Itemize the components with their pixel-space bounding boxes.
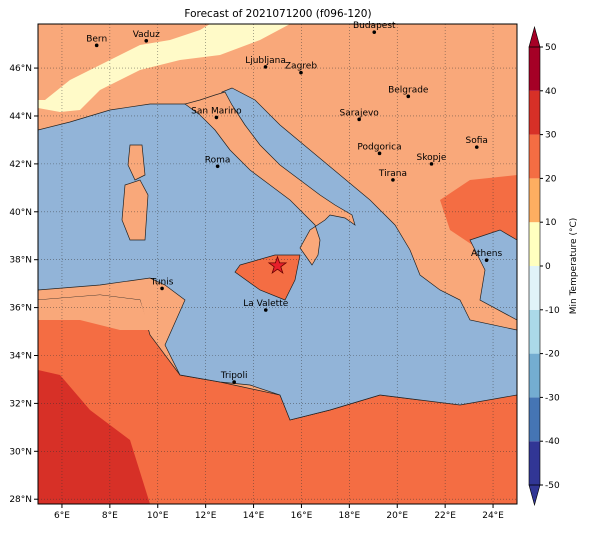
x-tick-label: 10°E (147, 511, 169, 521)
title: Forecast of 2021071200 (f096-120) (184, 8, 371, 20)
city-dot (391, 178, 395, 182)
city-dot (357, 117, 361, 122)
aegean-sea (469, 229, 517, 321)
y-tick-label: 38°N (9, 256, 32, 266)
city-dot (377, 151, 382, 156)
x-tick-label: 8°E (102, 511, 118, 521)
y-tick-label: 46°N (9, 64, 32, 74)
alps-zone (38, 24, 290, 112)
city-dot (299, 70, 303, 75)
colorbar-tick-label: -10 (545, 306, 560, 316)
colorbar-extend-top (528, 25, 541, 48)
y-tick-label: 36°N (9, 304, 32, 314)
city-label: Vaduz (133, 30, 160, 40)
city-label: Bern (86, 34, 107, 44)
y-tick-label: 28°N (9, 495, 32, 505)
x-tick-label: 20°E (386, 511, 408, 521)
colorbar-tick-label: 40 (545, 87, 557, 97)
city-label: Budapest (353, 21, 396, 31)
city-dot (144, 38, 149, 43)
coast-zone (38, 295, 150, 330)
italy (184, 91, 356, 266)
y-tick-label: 44°N (9, 112, 32, 122)
colorbar-tick-label: 20 (545, 174, 557, 184)
city-dot (429, 162, 434, 166)
colorbar-label: Min Temperature (°C) (569, 218, 579, 315)
colorbar-band (529, 441, 540, 485)
y-tick-label: 40°N (9, 208, 32, 218)
colorbar-tick-label: -40 (545, 437, 560, 447)
colorbar-band (529, 178, 540, 223)
city-dot (215, 164, 220, 169)
x-tick-label: 14°E (243, 511, 265, 521)
city-label: Tirana (378, 169, 407, 179)
x-tick-label: 16°E (291, 511, 313, 521)
colorbar-band (529, 397, 540, 442)
city-label: Tunis (150, 277, 174, 287)
city-dot (160, 286, 164, 291)
city-dot (484, 258, 489, 262)
corsica (127, 144, 146, 181)
y-tick-label: 32°N (9, 399, 32, 409)
y-tick-label: 34°N (9, 351, 32, 361)
x-tick-label: 22°E (434, 511, 456, 521)
colorbar-tick-label: 30 (545, 131, 557, 141)
colorbar-tick-label: 50 (545, 43, 557, 53)
colorbar-band (529, 222, 540, 266)
sardinia (121, 179, 149, 241)
marker-star (267, 255, 288, 275)
city-dot (474, 145, 479, 149)
city-label: Sarajevo (340, 108, 380, 118)
colorbar-extend-bottom (528, 484, 541, 507)
city-label: Belgrade (388, 85, 429, 95)
city-label: Roma (205, 155, 231, 165)
x-tick-label: 12°E (195, 511, 217, 521)
x-tick-label: 18°E (339, 511, 361, 521)
city-label: Podgorica (357, 142, 401, 152)
grid (38, 24, 517, 504)
city-dot (406, 94, 411, 99)
city-label: Tripoli (220, 371, 248, 381)
city-dot (232, 380, 236, 384)
colorbar-band (529, 90, 540, 135)
x-tick-label: 6°E (54, 511, 70, 521)
city-dot (372, 30, 377, 34)
y-tick-label: 30°N (9, 447, 32, 457)
colorbar-band (529, 134, 540, 179)
y-tick-label: 42°N (9, 160, 32, 170)
city-dot (263, 308, 268, 312)
city-dot (263, 65, 268, 69)
colorbar-tick-label: -30 (545, 393, 560, 403)
city-label: Athens (471, 249, 502, 259)
city-dot (214, 115, 219, 120)
colorbar-band (529, 309, 540, 354)
city-label: La Valette (243, 299, 288, 309)
city-label: Sofia (466, 136, 488, 146)
city-dot (94, 43, 99, 48)
city-label: Skopje (417, 153, 447, 163)
city-label: San Marino (191, 106, 242, 116)
colorbar-tick-label: -20 (545, 350, 560, 360)
x-tick-label: 24°E (482, 511, 504, 521)
colorbar-band (529, 266, 540, 310)
city-label: Ljubljana (245, 56, 286, 66)
colorbar-tick-label: 0 (545, 262, 551, 272)
sicily (234, 254, 301, 301)
colorbar-band (529, 47, 540, 91)
colorbar-band (529, 353, 540, 398)
colorbar-tick-label: 10 (545, 218, 557, 228)
map-frame (37, 23, 518, 505)
colorbar-tick-label: -50 (545, 481, 560, 491)
city-label: Zagreb (285, 62, 317, 72)
